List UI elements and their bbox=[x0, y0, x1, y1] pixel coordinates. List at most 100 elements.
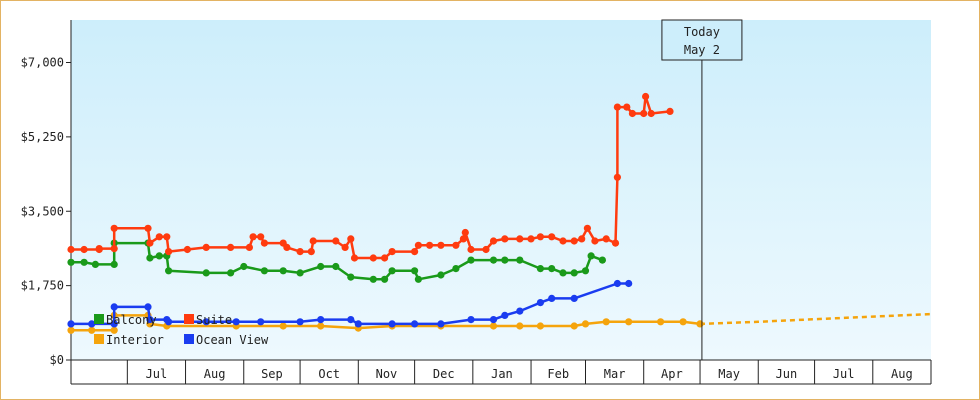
data-point-interior bbox=[489, 322, 498, 330]
x-month-label: Jul bbox=[146, 367, 168, 381]
data-point-suite bbox=[611, 239, 620, 247]
data-point-suite bbox=[628, 109, 637, 118]
data-point-balcony bbox=[80, 258, 88, 266]
legend-label: Ocean View bbox=[196, 333, 269, 347]
data-point-ocean-view bbox=[570, 294, 578, 302]
data-point-suite bbox=[623, 103, 631, 111]
data-point-suite bbox=[426, 241, 434, 249]
legend-label: Balcony bbox=[106, 313, 157, 327]
data-point-interior bbox=[696, 320, 704, 328]
data-point-balcony bbox=[260, 267, 268, 275]
data-point-suite bbox=[583, 224, 592, 232]
data-point-balcony bbox=[146, 254, 154, 262]
data-point-interior bbox=[67, 326, 75, 334]
x-month-label: May bbox=[718, 367, 740, 381]
data-point-balcony bbox=[369, 275, 377, 283]
data-point-balcony bbox=[347, 273, 355, 281]
x-month-label: Dec bbox=[433, 367, 455, 381]
data-point-ocean-view bbox=[317, 316, 325, 324]
data-point-interior bbox=[536, 322, 545, 330]
data-point-ocean-view bbox=[388, 320, 396, 328]
data-point-balcony bbox=[559, 269, 567, 277]
x-month-label: Jul bbox=[833, 367, 855, 381]
data-point-suite bbox=[332, 237, 340, 245]
data-point-balcony bbox=[332, 262, 340, 271]
today-date-label: May 2 bbox=[684, 43, 720, 57]
data-point-ocean-view bbox=[146, 316, 154, 324]
legend-label: Interior bbox=[106, 333, 164, 347]
data-point-balcony bbox=[414, 275, 422, 283]
data-point-ocean-view bbox=[536, 299, 545, 307]
data-point-suite bbox=[202, 243, 210, 251]
legend-swatch bbox=[184, 334, 194, 344]
data-point-suite bbox=[666, 107, 674, 115]
data-point-ocean-view bbox=[347, 316, 355, 324]
data-point-interior bbox=[279, 322, 287, 330]
data-point-suite bbox=[165, 248, 173, 256]
y-axis: $0 $1,750 $3,500 $5,250 $7,000 bbox=[21, 20, 72, 367]
data-point-suite bbox=[283, 243, 291, 251]
data-point-suite bbox=[613, 173, 622, 181]
data-point-balcony bbox=[202, 269, 210, 277]
data-point-balcony bbox=[279, 267, 287, 275]
data-point-balcony bbox=[489, 256, 498, 264]
data-point-suite bbox=[347, 235, 355, 243]
data-point-balcony bbox=[411, 267, 419, 275]
x-axis: Jul Aug Sep Oct Nov Dec Jan Feb Mar Apr May Jun Jul A… bbox=[70, 359, 932, 385]
data-point-balcony bbox=[548, 265, 556, 273]
legend-swatch bbox=[94, 334, 104, 344]
data-point-suite bbox=[110, 224, 118, 232]
data-point-suite bbox=[227, 243, 235, 251]
data-point-ocean-view bbox=[625, 279, 633, 288]
data-point-suite bbox=[249, 233, 257, 241]
data-point-balcony bbox=[67, 258, 75, 266]
data-point-ocean-view bbox=[613, 279, 622, 288]
data-point-suite bbox=[388, 248, 396, 256]
data-point-ocean-view bbox=[411, 320, 419, 328]
data-point-suite bbox=[613, 103, 622, 111]
data-point-suite bbox=[155, 233, 163, 241]
data-point-suite bbox=[163, 233, 171, 241]
data-point-ocean-view bbox=[548, 294, 556, 302]
data-point-ocean-view bbox=[501, 311, 509, 319]
y-tick-label: $7,000 bbox=[21, 56, 64, 70]
forecast-line-interior bbox=[699, 312, 932, 326]
data-point-balcony bbox=[110, 260, 118, 268]
legend-swatch bbox=[94, 314, 104, 324]
data-point-balcony bbox=[581, 267, 590, 275]
data-point-interior bbox=[581, 320, 590, 328]
legend-label: Suite bbox=[196, 313, 232, 327]
data-point-suite bbox=[516, 235, 524, 243]
data-point-suite bbox=[257, 233, 265, 241]
data-point-suite bbox=[437, 241, 445, 249]
data-point-suite bbox=[467, 245, 475, 254]
legend: Balcony Suite Interior Ocean View bbox=[94, 313, 269, 347]
data-point-ocean-view bbox=[467, 316, 475, 324]
data-point-balcony bbox=[381, 275, 389, 283]
data-point-balcony bbox=[501, 256, 509, 264]
data-point-interior bbox=[602, 318, 610, 326]
data-point-suite bbox=[183, 245, 191, 254]
data-point-suite bbox=[411, 248, 419, 256]
today-marker: Today May 2 bbox=[661, 19, 743, 360]
data-point-ocean-view bbox=[232, 318, 240, 326]
x-month-label: Oct bbox=[318, 367, 340, 381]
data-point-suite bbox=[527, 235, 535, 243]
x-month-label: Sep bbox=[261, 367, 283, 381]
data-point-suite bbox=[350, 254, 359, 262]
data-point-suite bbox=[452, 241, 460, 249]
data-point-suite bbox=[482, 245, 490, 254]
x-month-label: Apr bbox=[661, 367, 683, 381]
data-point-ocean-view bbox=[354, 320, 362, 328]
data-point-suite bbox=[602, 235, 610, 243]
data-point-interior bbox=[110, 326, 118, 334]
data-point-suite bbox=[95, 245, 103, 253]
data-point-suite bbox=[381, 254, 389, 262]
data-point-suite bbox=[369, 254, 377, 262]
data-point-ocean-view bbox=[67, 320, 75, 328]
data-point-balcony bbox=[452, 265, 460, 273]
x-month-label: Jan bbox=[491, 367, 513, 381]
series-ocean-view bbox=[67, 279, 633, 328]
data-point-interior bbox=[657, 318, 665, 326]
